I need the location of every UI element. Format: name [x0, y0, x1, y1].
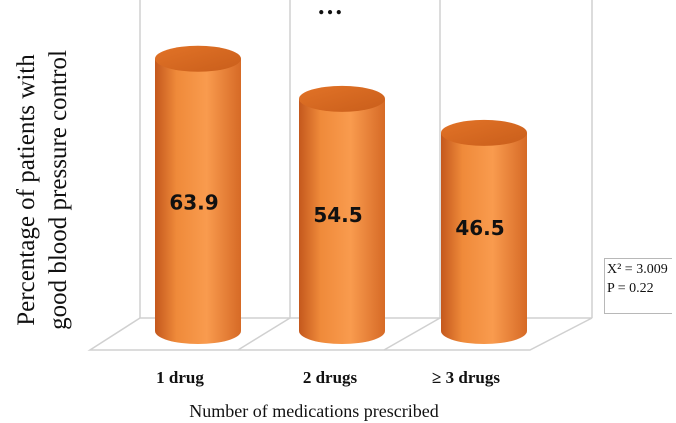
x-tick-label-3: ≥ 3 drugs	[432, 368, 500, 387]
bar-body-1	[155, 58, 241, 344]
bar-1: 63.9	[155, 45, 241, 344]
data-label-3: 46.5	[455, 216, 504, 240]
chi-square-text: X² = 3.009	[607, 262, 668, 277]
bar-2: 54.5	[299, 85, 385, 344]
bar-body-3	[441, 132, 527, 344]
bar-3: 46.5	[441, 119, 527, 344]
x-tick-label-2: 2 drugs	[303, 368, 358, 387]
y-axis-label-line-2: good blood pressure control	[45, 50, 72, 330]
y-axis-label-line-1: Percentage of patients with	[13, 54, 40, 326]
x-axis-label: Number of medications prescribed	[189, 401, 438, 421]
data-label-2: 54.5	[313, 203, 362, 227]
y-axis-label: Percentage of patients with	[13, 54, 40, 326]
statistics-box: X² = 3.009 P = 0.22	[604, 258, 672, 314]
p-value-text: P = 0.22	[607, 281, 654, 296]
bar-body-2	[299, 98, 385, 344]
y-axis-label-line-2-text: good blood pressure control	[45, 50, 72, 330]
data-label-1: 63.9	[169, 190, 218, 214]
x-tick-label-1: 1 drug	[156, 368, 204, 387]
bar-top-3	[441, 119, 527, 146]
bar-top-1	[155, 45, 241, 72]
bars: 63.9 54.5 46.5	[155, 45, 527, 344]
floor-divider-2	[383, 317, 441, 351]
chart-title: …	[317, 0, 343, 20]
bar-top-2	[299, 85, 385, 112]
floor-divider-1	[237, 317, 291, 351]
